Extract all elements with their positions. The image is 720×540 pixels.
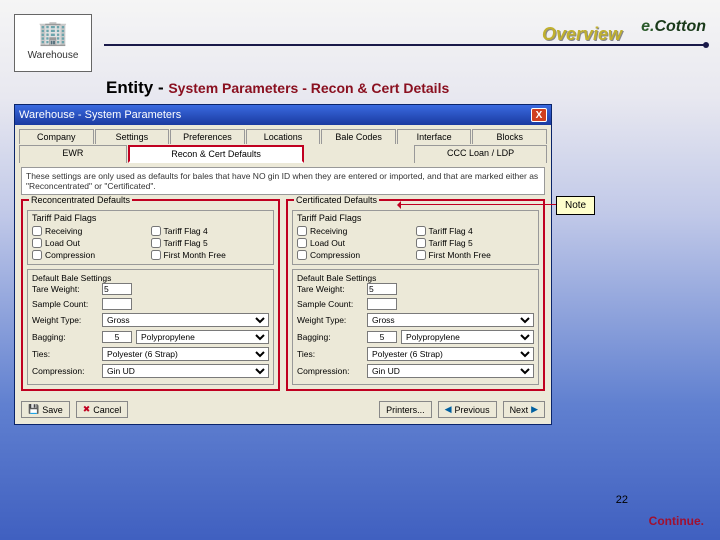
system-parameters-window: Warehouse - System Parameters X Company … bbox=[14, 104, 552, 425]
compression-r[interactable]: Gin UD bbox=[367, 364, 534, 378]
chk-receiving-l[interactable] bbox=[32, 226, 42, 236]
note-label: Note bbox=[556, 196, 595, 215]
defaults-note: These settings are only used as defaults… bbox=[21, 167, 545, 195]
chk-loadout-r[interactable] bbox=[297, 238, 307, 248]
sample-count-l[interactable] bbox=[102, 298, 132, 310]
chk-flag5-r[interactable] bbox=[416, 238, 426, 248]
tare-weight-l[interactable] bbox=[102, 283, 132, 295]
chk-receiving-r[interactable] bbox=[297, 226, 307, 236]
tab-bale-codes[interactable]: Bale Codes bbox=[321, 129, 396, 144]
callout-arrow bbox=[398, 204, 556, 205]
ties-r[interactable]: Polyester (6 Strap) bbox=[367, 347, 534, 361]
reconcentrated-group: Reconcentrated Defaults Tariff Paid Flag… bbox=[21, 199, 280, 391]
close-icon[interactable]: X bbox=[531, 108, 547, 122]
page-number: 22 bbox=[616, 494, 628, 506]
tare-weight-r[interactable] bbox=[367, 283, 397, 295]
tab-recon-cert[interactable]: Recon & Cert Defaults bbox=[128, 145, 304, 163]
chk-flag4-l[interactable] bbox=[151, 226, 161, 236]
cancel-button[interactable]: ✖Cancel bbox=[76, 401, 129, 418]
window-titlebar[interactable]: Warehouse - System Parameters X bbox=[15, 105, 551, 125]
cancel-icon: ✖ bbox=[83, 404, 91, 415]
save-icon: 💾 bbox=[28, 404, 39, 415]
bagging-num-l[interactable] bbox=[102, 331, 132, 343]
brand-logo: e.Cotton bbox=[641, 18, 706, 36]
chk-compression-r[interactable] bbox=[297, 250, 307, 260]
previous-button[interactable]: ◀Previous bbox=[438, 401, 497, 418]
next-button[interactable]: Next▶ bbox=[503, 401, 545, 418]
compression-l[interactable]: Gin UD bbox=[102, 364, 269, 378]
warehouse-icon: 🏢 bbox=[15, 19, 91, 48]
button-bar: 💾Save ✖Cancel Printers... ◀Previous Next… bbox=[15, 395, 551, 424]
tab-settings[interactable]: Settings bbox=[95, 129, 170, 144]
tab-ewr[interactable]: EWR bbox=[19, 145, 127, 163]
tab-preferences[interactable]: Preferences bbox=[170, 129, 245, 144]
note-callout: Note bbox=[556, 196, 595, 215]
bagging-l[interactable]: Polypropylene bbox=[136, 330, 269, 344]
overview-label: Overview bbox=[542, 24, 622, 45]
certificated-group: Certificated Defaults Tariff Paid Flags … bbox=[286, 199, 545, 391]
chk-firstmonth-l[interactable] bbox=[151, 250, 161, 260]
tariff-flags-left: Tariff Paid Flags ReceivingTariff Flag 4… bbox=[27, 210, 274, 265]
tab-blocks[interactable]: Blocks bbox=[472, 129, 547, 144]
continue-label: Continue. bbox=[649, 514, 704, 528]
bale-settings-right: Default Bale Settings Tare Weight: Sampl… bbox=[292, 269, 539, 385]
tab-ccc-loan[interactable]: CCC Loan / LDP bbox=[414, 145, 547, 163]
printers-button[interactable]: Printers... bbox=[379, 401, 432, 418]
tab-locations[interactable]: Locations bbox=[246, 129, 321, 144]
chk-compression-l[interactable] bbox=[32, 250, 42, 260]
bagging-num-r[interactable] bbox=[367, 331, 397, 343]
warehouse-icon-box: 🏢 Warehouse bbox=[14, 14, 92, 72]
tab-company[interactable]: Company bbox=[19, 129, 94, 144]
chk-flag5-l[interactable] bbox=[151, 238, 161, 248]
weight-type-r[interactable]: Gross bbox=[367, 313, 534, 327]
tab-interface[interactable]: Interface bbox=[397, 129, 472, 144]
tab-strip: Company Settings Preferences Locations B… bbox=[15, 125, 551, 163]
next-icon: ▶ bbox=[531, 404, 538, 415]
warehouse-label: Warehouse bbox=[15, 50, 91, 61]
chk-loadout-l[interactable] bbox=[32, 238, 42, 248]
tariff-flags-right: Tariff Paid Flags ReceivingTariff Flag 4… bbox=[292, 210, 539, 265]
save-button[interactable]: 💾Save bbox=[21, 401, 70, 418]
weight-type-l[interactable]: Gross bbox=[102, 313, 269, 327]
bagging-r[interactable]: Polypropylene bbox=[401, 330, 534, 344]
ties-l[interactable]: Polyester (6 Strap) bbox=[102, 347, 269, 361]
chk-firstmonth-r[interactable] bbox=[416, 250, 426, 260]
window-title: Warehouse - System Parameters bbox=[19, 109, 181, 121]
prev-icon: ◀ bbox=[445, 404, 452, 415]
chk-flag4-r[interactable] bbox=[416, 226, 426, 236]
sample-count-r[interactable] bbox=[367, 298, 397, 310]
bale-settings-left: Default Bale Settings Tare Weight: Sampl… bbox=[27, 269, 274, 385]
page-title: Entity - System Parameters - Recon & Cer… bbox=[106, 78, 449, 98]
